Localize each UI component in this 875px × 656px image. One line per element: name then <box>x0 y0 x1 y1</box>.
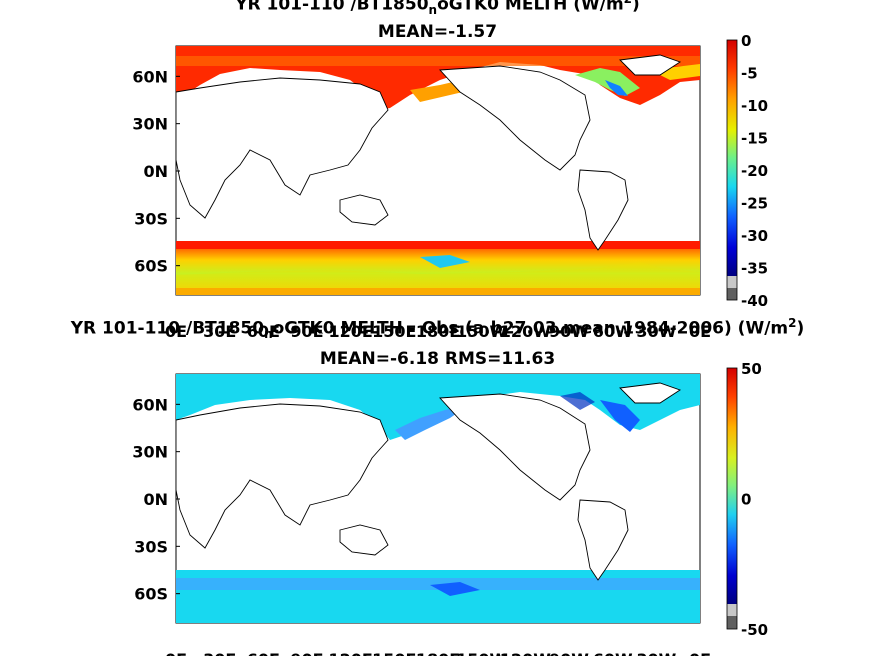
colorbar-tick-label: -50 <box>741 621 768 639</box>
colorbar-tick-label: -40 <box>741 292 768 310</box>
y-tick-label: 30N <box>132 115 168 134</box>
top-south-field <box>176 241 700 295</box>
bottom-south-field <box>176 570 700 623</box>
y-tick-label: 30S <box>134 209 168 228</box>
top-colorbar <box>726 39 738 301</box>
x-tick-label: 150W <box>456 322 507 341</box>
bottom-panel-subtitle: MEAN=-6.18 RMS=11.63 <box>319 349 556 369</box>
x-tick-label: 90W <box>549 322 589 341</box>
y-tick-label: 30N <box>132 443 168 462</box>
bottom-colorbar <box>726 367 738 630</box>
x-tick-label: 120E <box>329 322 373 341</box>
x-tick-label: 150E <box>372 322 416 341</box>
x-tick-label: 0E <box>689 650 711 656</box>
x-tick-label: 90E <box>290 322 323 341</box>
bottom-continents <box>175 382 682 581</box>
x-tick-label: 60W <box>593 650 633 656</box>
top-axes: 60N 30N 0N 30S 60S 0E 30E 60E 90E 120E 150E 180E150… <box>132 67 711 341</box>
x-tick-label: 120W <box>500 650 551 656</box>
x-tick-label: 60E <box>247 322 280 341</box>
y-tick-label: 60N <box>132 395 168 414</box>
top-map <box>175 45 701 296</box>
y-tick-label: 60S <box>134 257 168 276</box>
x-tick-label: 60W <box>593 322 633 341</box>
top-continents <box>175 54 682 251</box>
x-tick-label: 90E <box>290 650 323 656</box>
x-tick-label: 120W <box>500 322 551 341</box>
x-tick-label: 150W <box>456 650 507 656</box>
x-tick-label: 60E <box>247 650 280 656</box>
y-tick-label: 60N <box>132 67 168 86</box>
bottom-panel-title: YR 101-110 /BT1850noGTK0 MELTH - Obs.(a.… <box>70 316 805 342</box>
colorbar-tick-label: -35 <box>741 260 768 278</box>
top-panel-title: YR 101-110 /BT1850noGTK0 MELTH (W/m2) <box>235 0 640 18</box>
bottom-axes: 60N 30N 0N 30S 60S 0E 30E 60E 90E 120E150E180E150… <box>132 395 711 656</box>
colorbar-tick-label: -25 <box>741 195 768 213</box>
x-tick-label: 0E <box>165 650 187 656</box>
x-tick-label: 90W <box>549 650 589 656</box>
y-tick-label: 60S <box>134 585 168 604</box>
y-tick-label: 0N <box>143 490 168 509</box>
top-panel-subtitle: MEAN=-1.57 <box>377 22 498 42</box>
x-tick-label: 0E <box>165 322 187 341</box>
bottom-map <box>175 373 701 624</box>
colorbar-tick-label: 0 <box>741 491 751 509</box>
x-tick-label: 30E <box>203 650 236 656</box>
colorbar-tick-label: 0 <box>741 32 751 50</box>
y-tick-label: 30S <box>134 537 168 556</box>
bottom-north-field <box>176 374 700 440</box>
colorbar-tick-label: 50 <box>741 360 762 378</box>
x-tick-label: 0E <box>689 322 711 341</box>
x-tick-label: 120E <box>329 650 373 656</box>
x-tick-label: 30E <box>203 322 236 341</box>
x-tick-label: 30W <box>636 322 676 341</box>
colorbar-tick-label: -30 <box>741 227 768 245</box>
x-tick-label: 30W <box>636 650 676 656</box>
colorbar-tick-label: -20 <box>741 162 768 180</box>
x-tick-label: 180E <box>416 650 460 656</box>
colorbar-tick-label: -5 <box>741 65 758 83</box>
bottom-colorbar-labels: 50 0 -50 <box>741 360 768 639</box>
top-colorbar-labels: 0 -5 -10 -15 -20 -25 -30 -35 -40 <box>741 32 768 310</box>
colorbar-tick-label: -10 <box>741 97 768 115</box>
x-tick-label: 180E <box>416 322 460 341</box>
colorbar-tick-label: -15 <box>741 130 768 148</box>
y-tick-label: 0N <box>143 162 168 181</box>
x-tick-label: 150E <box>372 650 416 656</box>
